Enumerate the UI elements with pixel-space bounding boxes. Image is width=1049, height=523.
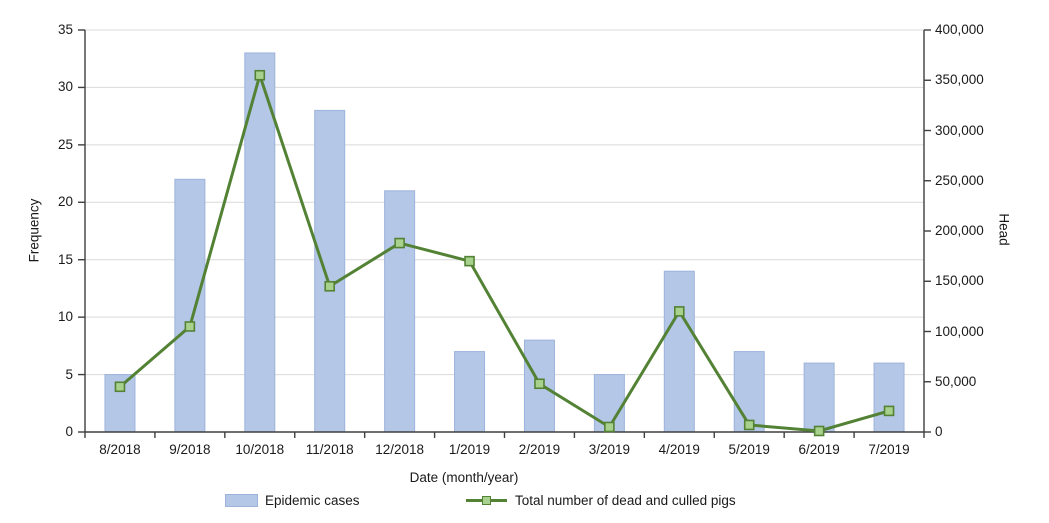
x-tick-label-12/2018: 12/2018 (375, 442, 425, 457)
legend-label-dead-culled-pigs: Total number of dead and culled pigs (515, 493, 736, 508)
right-tick-label-50,000: 50,000 (935, 373, 977, 389)
x-tick-label-10/2018: 10/2018 (235, 442, 285, 457)
legend-item-dead-culled-pigs: Total number of dead and culled pigs (466, 493, 736, 508)
bar-11/2018 (314, 109, 346, 433)
left-tick-label-10: 10 (57, 309, 73, 325)
x-tick-label-3/2019: 3/2019 (588, 442, 631, 457)
left-tick-label-30: 30 (57, 79, 73, 95)
right-tick-label-200,000: 200,000 (935, 223, 984, 238)
left-tick-label-35: 35 (57, 22, 73, 37)
line-marker-2/2019 (534, 378, 545, 390)
right-tick-label-400,000: 400,000 (935, 22, 984, 37)
line-marker-1/2019 (464, 255, 475, 267)
x-tick-label-2/2019: 2/2019 (518, 442, 561, 457)
line-legend-marker (482, 496, 491, 505)
x-tick-label-4/2019: 4/2019 (658, 442, 700, 457)
bar-9/2018 (174, 178, 206, 433)
right-tick-label-250,000: 250,000 (935, 172, 984, 188)
bar-12/2018 (384, 190, 416, 433)
x-tick-label-8/2018: 8/2018 (99, 442, 141, 457)
x-tick-label-1/2019: 1/2019 (448, 442, 491, 457)
bar-4/2019 (663, 270, 695, 433)
x-tick-label-11/2018: 11/2018 (305, 442, 354, 457)
line-series (118, 70, 890, 433)
x-tick-label-9/2018: 9/2018 (169, 442, 211, 457)
right-tick-label-0: 0 (935, 424, 943, 439)
right-tick-label-100,000: 100,000 (935, 323, 984, 339)
left-tick-label-25: 25 (57, 136, 73, 152)
bar-7/2019 (873, 362, 905, 433)
left-axis-title: Frequency (26, 198, 42, 263)
bar-5/2019 (733, 351, 765, 433)
line-marker-7/2019 (883, 405, 895, 417)
right-tick-label-300,000: 300,000 (935, 122, 984, 138)
line-marker-4/2019 (673, 306, 685, 317)
left-tick-label-15: 15 (57, 251, 73, 267)
line-marker-3/2019 (604, 421, 615, 433)
x-axis-title: Date (month/year) (409, 470, 519, 485)
bar-6/2019 (803, 362, 835, 433)
x-tick-label-5/2019: 5/2019 (728, 442, 770, 457)
line-marker-10/2018 (254, 69, 266, 81)
line-marker-11/2018 (324, 280, 336, 292)
right-tick-label-350,000: 350,000 (935, 72, 984, 88)
right-tick-label-150,000: 150,000 (935, 273, 984, 289)
left-tick-label-0: 0 (65, 424, 73, 439)
line-marker-12/2018 (394, 237, 405, 249)
line-marker-6/2019 (813, 425, 825, 437)
legend-label-epidemic-cases: Epidemic cases (265, 493, 360, 508)
left-tick-label-20: 20 (57, 194, 73, 210)
line-marker-9/2018 (184, 321, 196, 332)
bar-legend-swatch-icon (225, 494, 258, 507)
x-tick-label-7/2019: 7/2019 (868, 442, 910, 457)
bar-1/2019 (454, 351, 486, 433)
x-tick-label-6/2019: 6/2019 (798, 442, 840, 457)
line-marker-5/2019 (743, 419, 755, 431)
legend-item-epidemic-cases: Epidemic cases (225, 493, 360, 508)
line-marker-8/2018 (114, 381, 126, 393)
line-legend-swatch-icon (466, 495, 507, 506)
left-tick-label-5: 5 (65, 366, 73, 382)
